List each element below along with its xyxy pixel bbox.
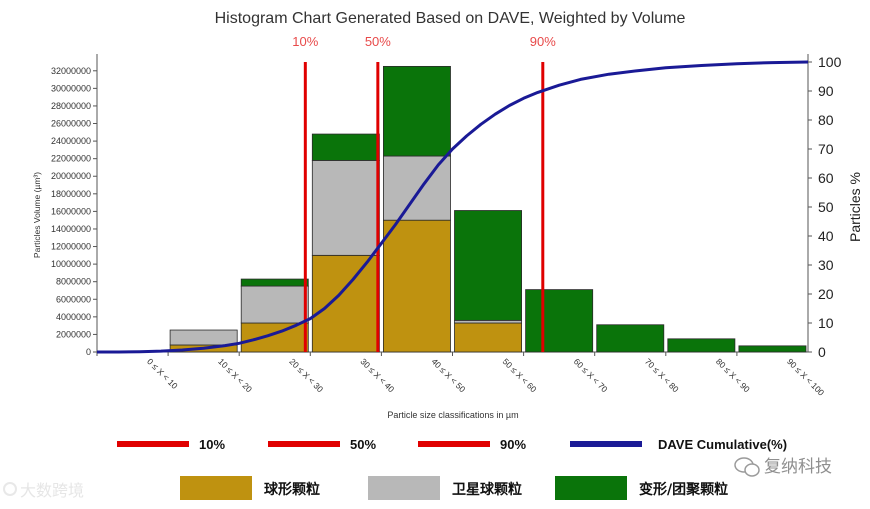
watermark-left-logo — [3, 482, 17, 496]
y-tick-label: 28000000 — [51, 101, 91, 111]
legend-swatch — [180, 476, 252, 500]
y2-tick-label: 80 — [818, 112, 834, 128]
x-tick-label: 70 ≤ X < 80 — [643, 356, 681, 394]
y2-axis-label: Particles % — [847, 172, 863, 242]
legend-swatch — [570, 441, 642, 447]
legend-label: 50% — [350, 437, 376, 452]
y-tick-label: 12000000 — [51, 242, 91, 252]
watermark-right: 复纳科技 — [764, 457, 832, 477]
y-tick-label: 26000000 — [51, 119, 91, 129]
watermark-left: 大数跨境 — [20, 481, 84, 500]
bar-segment — [382, 65, 451, 157]
bar-segment — [454, 322, 522, 353]
bar-segment — [311, 254, 380, 353]
percentile-label: 90% — [530, 34, 556, 49]
legend-label: 90% — [500, 437, 526, 452]
cumulative-line — [97, 60, 809, 354]
y-tick-label: 30000000 — [51, 83, 91, 93]
legend-label: 球形颗粒 — [264, 481, 320, 498]
legend-swatch — [555, 476, 627, 500]
y2-tick-label: 100 — [818, 54, 842, 70]
y2-tick-label: 90 — [818, 83, 834, 99]
bar-segment — [240, 285, 309, 324]
percentile-label: 10% — [292, 34, 318, 49]
y-tick-label: 32000000 — [51, 66, 91, 76]
x-tick-label: 50 ≤ X < 60 — [501, 356, 539, 394]
bar-segment — [311, 133, 380, 161]
bar-segment — [667, 338, 736, 353]
bar-segment — [382, 219, 451, 353]
y-tick-label: 16000000 — [51, 206, 91, 216]
y-tick-label: 24000000 — [51, 136, 91, 146]
x-tick-label: 0 ≤ X < 10 — [145, 356, 180, 391]
y2-tick-label: 10 — [818, 315, 834, 331]
x-tick-label: 40 ≤ X < 50 — [430, 356, 468, 394]
y-tick-label: 2000000 — [56, 329, 91, 339]
x-tick-label: 60 ≤ X < 70 — [572, 356, 610, 394]
legend-label: DAVE Cumulative(%) — [658, 437, 787, 452]
y-tick-label: 18000000 — [51, 189, 91, 199]
legend-label: 卫星球颗粒 — [452, 481, 522, 498]
chart-title: Histogram Chart Generated Based on DAVE,… — [215, 10, 686, 27]
y-tick-label: 0 — [86, 347, 91, 357]
y-tick-label: 4000000 — [56, 312, 91, 322]
y-tick-label: 14000000 — [51, 224, 91, 234]
y2-tick-label: 0 — [818, 344, 826, 360]
legend-label: 10% — [199, 437, 225, 452]
watermark-right-logo — [744, 463, 760, 477]
legend: 10% 50% 90% DAVE Cumulative(%) 球形颗粒 卫星球颗粒 变形/团… — [117, 437, 787, 500]
bar-segment — [240, 278, 309, 287]
x-axis-label: Particle size classifications in µm — [387, 410, 518, 420]
y2-tick-label: 30 — [818, 257, 834, 273]
x-tick-label: 80 ≤ X < 90 — [714, 356, 752, 394]
y2-tick-label: 60 — [818, 170, 834, 186]
y-tick-label: 22000000 — [51, 154, 91, 164]
legend-swatch — [368, 476, 440, 500]
legend-swatch — [418, 441, 490, 447]
percentile-label: 50% — [365, 34, 391, 49]
watermark-layer: 大数跨境 复纳科技 — [3, 457, 832, 500]
bar-segment — [596, 324, 665, 353]
y-tick-label: 8000000 — [56, 277, 91, 287]
y-axis-label: Particles Volume (µm³) — [32, 172, 42, 258]
plot-layer: 0 2000000 4000000 6000000 8000000 10000000 120… — [51, 34, 842, 398]
bar-segment — [240, 322, 309, 353]
y-tick-label: 20000000 — [51, 171, 91, 181]
y2-tick-label: 40 — [818, 228, 834, 244]
y-tick-label: 6000000 — [56, 294, 91, 304]
bar-segment — [738, 345, 807, 353]
bar-segment — [454, 210, 522, 321]
bar-segment — [169, 329, 238, 346]
y2-tick-label: 20 — [818, 286, 834, 302]
y-tick-label: 10000000 — [51, 259, 91, 269]
y2-tick-label: 70 — [818, 141, 834, 157]
x-tick-label: 30 ≤ X < 40 — [358, 356, 396, 394]
bar-segment — [311, 160, 380, 256]
x-tick-label: 20 ≤ X < 30 — [287, 356, 325, 394]
bar-segment — [525, 289, 594, 353]
legend-swatch — [268, 441, 340, 447]
legend-swatch — [117, 441, 189, 447]
legend-label: 变形/团聚颗粒 — [639, 481, 728, 498]
bar-segment — [382, 155, 451, 221]
y2-tick-label: 50 — [818, 199, 834, 215]
x-tick-label: 10 ≤ X < 20 — [216, 356, 254, 394]
x-tick-label: 90 ≤ X < 100 — [785, 356, 826, 397]
